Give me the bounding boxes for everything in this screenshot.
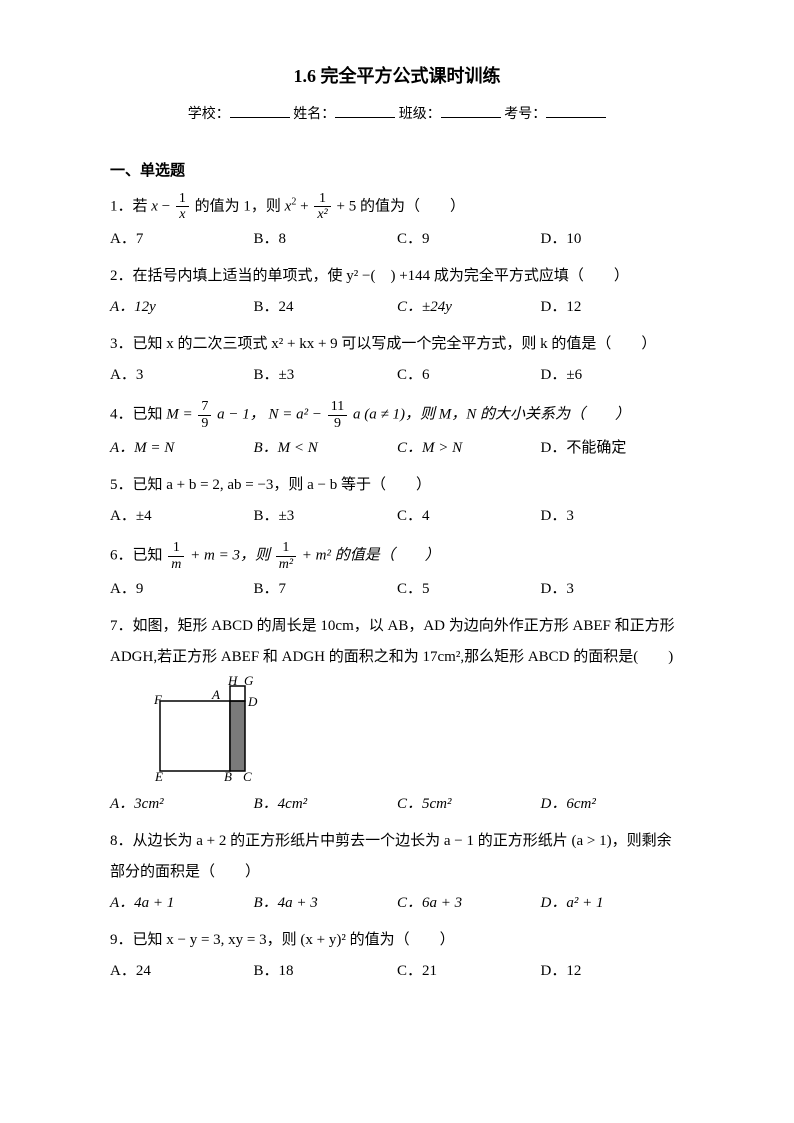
frac-num: 1 [314,191,330,207]
q8-optC[interactable]: C．6a + 3 [397,890,541,917]
class-label: 班级： [399,107,441,122]
svg-text:F: F [153,692,163,707]
q6-optA[interactable]: A．9 [110,576,254,603]
q6-pre: 6．已知 [110,547,166,563]
q2-options: A．12y B．24 C．±24y D．12 [110,294,684,321]
q4-m: M = [166,407,196,423]
q1-optB[interactable]: B．8 [254,226,398,253]
q1-stem-pre: 1．若 [110,198,151,214]
student-info-line: 学校： 姓名： 班级： 考号： [110,102,684,127]
q8-options: A．4a + 1 B．4a + 3 C．6a + 3 D．a² + 1 [110,890,684,917]
q7-diagram: F A D H G E B C [150,676,280,786]
q1-optC[interactable]: C．9 [397,226,541,253]
q2-optA[interactable]: A．12y [110,294,254,321]
q3-optA[interactable]: A．3 [110,362,254,389]
q4-mid1: a − 1， [217,407,265,423]
q3-optB[interactable]: B．±3 [254,362,398,389]
q1-optA[interactable]: A．7 [110,226,254,253]
q1-stem-mid: 的值为 1，则 [195,198,285,214]
page-title: 1.6 完全平方公式课时训练 [110,60,684,92]
question-9: 9．已知 x − y = 3, xy = 3，则 (x + y)² 的值为（ ） [110,927,684,954]
question-5: 5．已知 a + b = 2, ab = −3，则 a − b 等于（ ） [110,472,684,499]
q6-mid2: + m² 的值是（ ） [302,547,440,563]
question-1: 1．若 x − 1x 的值为 1，则 x2 + 1x² + 5 的值为（ ） [110,191,684,223]
q6-optC[interactable]: C．5 [397,576,541,603]
frac-num: 1 [176,191,189,207]
question-6: 6．已知 1m + m = 3，则 1m² + m² 的值是（ ） [110,540,684,572]
q7-optC[interactable]: C．5cm² [397,791,541,818]
q8-optB[interactable]: B．4a + 3 [254,890,398,917]
frac-num: 7 [198,399,211,415]
q6-mid1: + m = 3，则 [190,547,274,563]
q6-optD[interactable]: D．3 [541,576,685,603]
section-header: 一、单选题 [110,158,684,185]
svg-text:B: B [224,769,232,784]
q7-optD[interactable]: D．6cm² [541,791,685,818]
q9-optA[interactable]: A．24 [110,958,254,985]
q5-optB[interactable]: B．±3 [254,503,398,530]
svg-text:E: E [154,769,163,784]
frac-den: x [176,207,189,222]
q3-optD[interactable]: D．±6 [541,362,685,389]
frac-den: x² [314,207,330,222]
frac-den: m [168,557,184,572]
question-8-line2: 部分的面积是（ ） [110,859,684,886]
frac-den: 9 [328,416,347,431]
svg-text:C: C [243,769,252,784]
q9-options: A．24 B．18 C．21 D．12 [110,958,684,985]
q8-optA[interactable]: A．4a + 1 [110,890,254,917]
name-blank[interactable] [335,103,395,118]
question-7-line1: 7．如图，矩形 ABCD 的周长是 10cm，以 AB，AD 为边向外作正方形 … [110,613,684,640]
frac-num: 1 [168,540,184,556]
school-label: 学校： [188,107,230,122]
q4-optD[interactable]: D．不能确定 [541,435,685,462]
svg-text:G: G [244,676,254,688]
q5-optA[interactable]: A．±4 [110,503,254,530]
q4-n: N = a² − [269,407,326,423]
q2-optB[interactable]: B．24 [254,294,398,321]
q4-optA[interactable]: A．M = N [110,435,254,462]
frac-den: 9 [198,416,211,431]
q3-optC[interactable]: C．6 [397,362,541,389]
q6-optB[interactable]: B．7 [254,576,398,603]
question-7-line2: ADGH,若正方形 ABEF 和 ADGH 的面积之和为 17cm²,那么矩形 … [110,644,684,671]
frac-den: m² [276,557,296,572]
q8-optD[interactable]: D．a² + 1 [541,890,685,917]
svg-text:A: A [211,687,220,702]
question-2: 2．在括号内填上适当的单项式，使 y² −( ) +144 成为完全平方式应填（… [110,263,684,290]
q7-optA[interactable]: A．3cm² [110,791,254,818]
school-blank[interactable] [230,103,290,118]
q4-pre: 4．已知 [110,407,166,423]
question-4: 4．已知 M = 79 a − 1， N = a² − 119 a (a ≠ 1… [110,399,684,431]
examno-blank[interactable] [546,103,606,118]
question-3: 3．已知 x 的二次三项式 x² + kx + 9 可以写成一个完全平方式，则 … [110,331,684,358]
svg-text:D: D [247,694,258,709]
q5-optC[interactable]: C．4 [397,503,541,530]
q1-optD[interactable]: D．10 [541,226,685,253]
q5-optD[interactable]: D．3 [541,503,685,530]
q9-optC[interactable]: C．21 [397,958,541,985]
svg-text:H: H [227,676,238,688]
q7-options: A．3cm² B．4cm² C．5cm² D．6cm² [110,791,684,818]
examno-label: 考号： [504,107,546,122]
q5-options: A．±4 B．±3 C．4 D．3 [110,503,684,530]
q4-options: A．M = N B．M < N C．M > N D．不能确定 [110,435,684,462]
q9-optD[interactable]: D．12 [541,958,685,985]
question-8-line1: 8．从边长为 a + 2 的正方形纸片中剪去一个边长为 a − 1 的正方形纸片… [110,828,684,855]
q3-options: A．3 B．±3 C．6 D．±6 [110,362,684,389]
class-blank[interactable] [441,103,501,118]
q6-options: A．9 B．7 C．5 D．3 [110,576,684,603]
frac-num: 11 [328,399,347,415]
frac-num: 1 [276,540,296,556]
q2-optC[interactable]: C．±24y [397,294,541,321]
name-label: 姓名： [293,107,335,122]
q2-optD[interactable]: D．12 [541,294,685,321]
q7-optB[interactable]: B．4cm² [254,791,398,818]
q1-options: A．7 B．8 C．9 D．10 [110,226,684,253]
q4-optC[interactable]: C．M > N [397,435,541,462]
q4-optB[interactable]: B．M < N [254,435,398,462]
q1-stem-post: 的值为（ ） [360,198,465,214]
q4-mid2: a (a ≠ 1)，则 M，N 的大小关系为（ ） [353,407,630,423]
q9-optB[interactable]: B．18 [254,958,398,985]
